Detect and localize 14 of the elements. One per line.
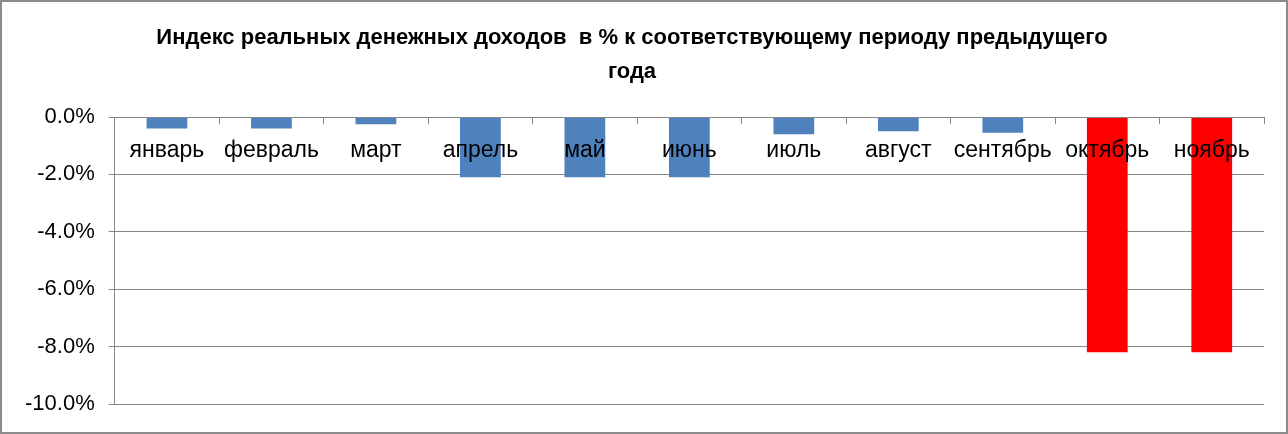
y-tick-label: 0.0% [44, 103, 95, 129]
x-tick-label: март [350, 136, 403, 163]
y-tick-label: -8.0% [37, 332, 95, 358]
chart-title: Индекс реальных денежных доходов в % к соответствующему периоду предыдущего года [155, 23, 1109, 85]
x-tick-label: август [864, 136, 933, 163]
x-tick-label: июль [766, 136, 822, 163]
x-tick-label: сентябрь [953, 136, 1052, 163]
x-tick-label: февраль [223, 136, 319, 163]
x-tick-label: январь [129, 136, 205, 163]
y-tick-label: -6.0% [37, 275, 95, 301]
y-tick-label: -4.0% [37, 217, 95, 243]
x-tick-label: май [564, 136, 606, 163]
y-tick-label: -10.0% [24, 390, 95, 416]
y-tick-label: -2.0% [37, 160, 95, 186]
